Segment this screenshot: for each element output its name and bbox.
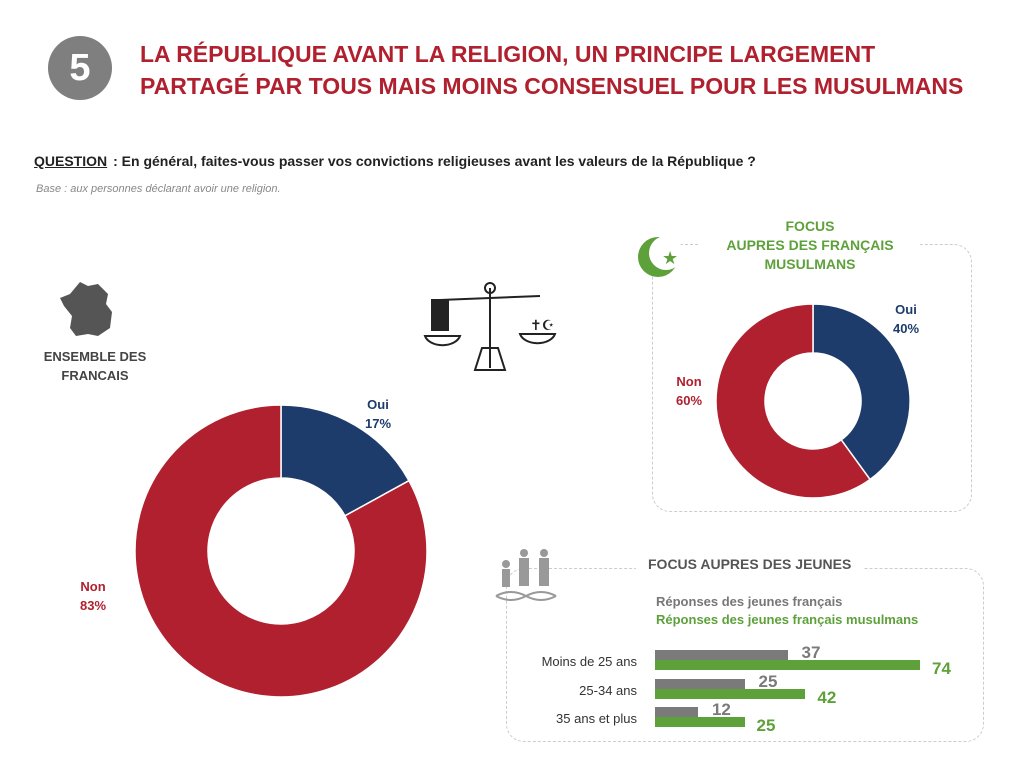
crescent-star-icon: ★ bbox=[638, 236, 683, 277]
chart1-title: ENSEMBLE DES FRANCAIS bbox=[43, 349, 147, 383]
value-label-french-youth: 12 bbox=[711, 700, 731, 719]
chart1-oui-value: 17% bbox=[365, 416, 392, 431]
section-number-badge: 5 bbox=[48, 36, 112, 100]
chart2-slice-oui bbox=[812, 303, 911, 481]
chart2-title-line: AUPRES DES FRANÇAIS bbox=[726, 237, 894, 253]
chart2-title: FOCUS AUPRES DES FRANÇAIS MUSULMANS bbox=[700, 217, 920, 274]
svg-text:✝☪: ✝☪ bbox=[530, 317, 554, 333]
bar-french-youth bbox=[655, 707, 698, 717]
bar-french-youth bbox=[655, 650, 788, 660]
chart2-non-label: Non 60% bbox=[676, 372, 702, 410]
chart2-oui-name: Oui bbox=[895, 302, 917, 317]
value-label-french-youth: 25 bbox=[758, 672, 778, 691]
chart2-non-value: 60% bbox=[676, 393, 703, 408]
chart2-slice-non bbox=[715, 303, 872, 499]
category-label: Moins de 25 ans bbox=[541, 654, 637, 669]
value-label-muslim-youth: 25 bbox=[756, 716, 776, 735]
page-title: LA RÉPUBLIQUE AVANT LA RELIGION, UN PRIN… bbox=[140, 38, 963, 102]
bar-muslim-youth bbox=[655, 689, 806, 699]
question-text: : En général, faites-vous passer vos con… bbox=[113, 153, 756, 169]
chart1-non-value: 83% bbox=[80, 598, 107, 613]
legend-muslim-youth: Réponses des jeunes français musulmans bbox=[656, 612, 919, 627]
chart2-oui-value: 40% bbox=[893, 321, 920, 336]
chart1-slice-oui bbox=[280, 404, 410, 517]
value-label-french-youth: 37 bbox=[801, 643, 821, 662]
chart2-non-name: Non bbox=[676, 374, 702, 389]
title-line-2: PARTAGÉ PAR TOUS MAIS MOINS CONSENSUEL P… bbox=[140, 73, 964, 99]
category-label: 25-34 ans bbox=[579, 683, 637, 698]
bar-french-youth bbox=[655, 679, 745, 689]
bar-muslim-youth bbox=[655, 660, 920, 670]
chart1-non-name: Non bbox=[80, 579, 106, 594]
chart1-slice-non bbox=[134, 404, 428, 698]
question: QUESTION : En général, faites-vous passer… bbox=[34, 153, 756, 169]
chart3-title: FOCUS AUPRES DES JEUNES bbox=[636, 556, 864, 572]
value-label-muslim-youth: 42 bbox=[817, 688, 837, 707]
chart2-title-line: MUSULMANS bbox=[764, 256, 856, 272]
bar-muslim-youth bbox=[655, 717, 745, 727]
chart1-oui-label: Oui 17% bbox=[365, 395, 391, 433]
svg-text:★: ★ bbox=[662, 248, 678, 268]
family-dna-icon bbox=[495, 549, 557, 601]
chart2-title-line: FOCUS bbox=[785, 218, 835, 234]
category-label: 35 ans et plus bbox=[556, 711, 637, 726]
chart1-non-label: Non 83% bbox=[80, 577, 106, 615]
legend-french-youth: Réponses des jeunes français bbox=[656, 594, 843, 609]
chart1-oui-name: Oui bbox=[367, 397, 389, 412]
title-line-1: LA RÉPUBLIQUE AVANT LA RELIGION, UN PRIN… bbox=[140, 41, 876, 67]
france-map-icon bbox=[60, 282, 112, 336]
balance-scale-icon: ✝☪ bbox=[423, 282, 557, 371]
chart2-oui-label: Oui 40% bbox=[893, 300, 919, 338]
base-note: Base : aux personnes déclarant avoir une… bbox=[36, 183, 281, 195]
value-label-muslim-youth: 74 bbox=[932, 659, 951, 678]
question-label: QUESTION bbox=[34, 153, 108, 169]
